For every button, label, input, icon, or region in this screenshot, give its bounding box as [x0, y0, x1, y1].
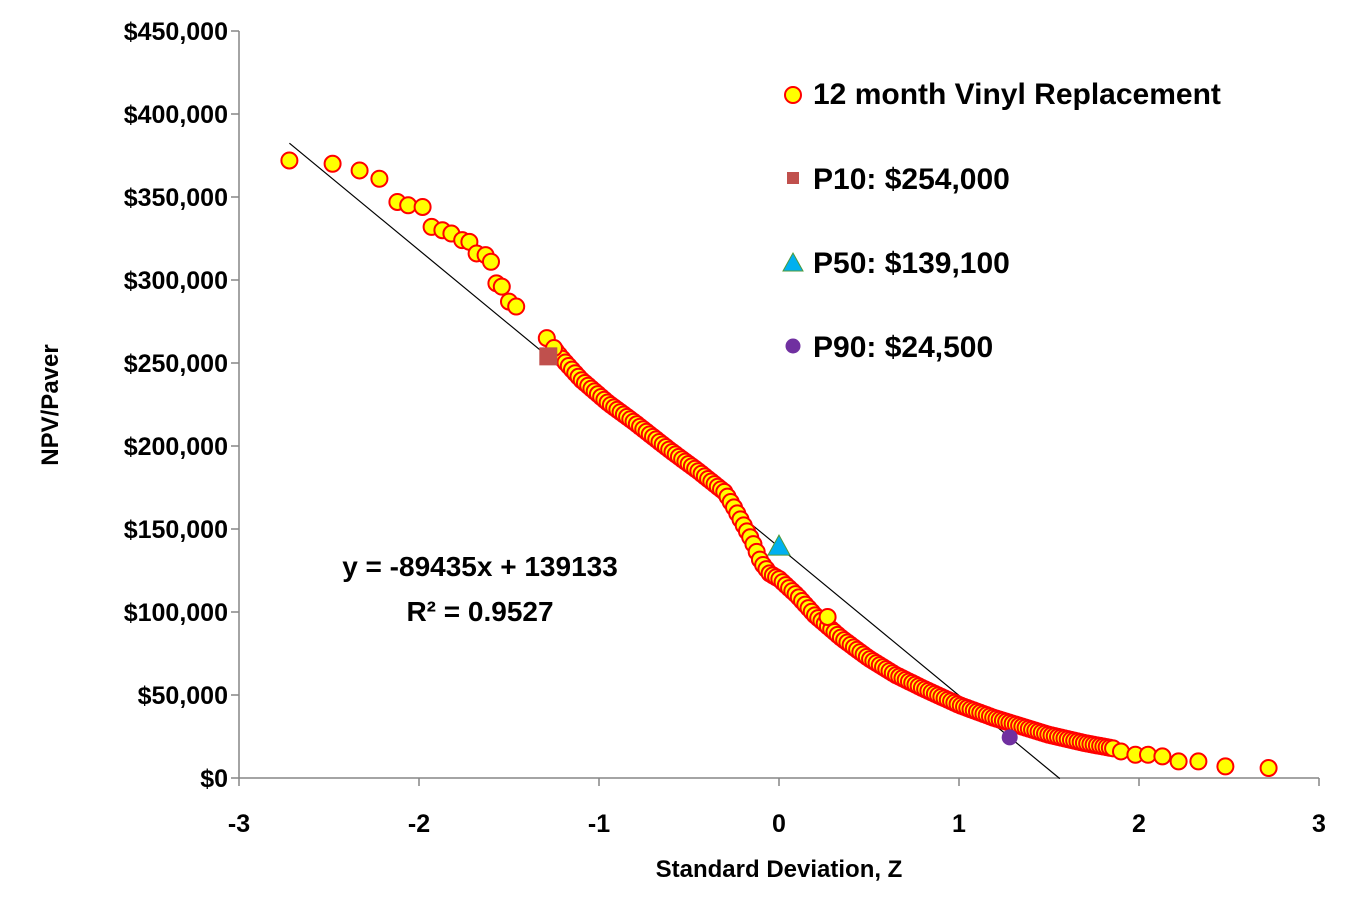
x-tick-label: 3: [1312, 810, 1326, 838]
data-point: [507, 297, 526, 316]
x-axis-ticks: -3 -2 -1 0 1 2 3: [228, 778, 1326, 838]
legend-item-vinyl: 12 month Vinyl Replacement: [784, 78, 1221, 111]
y-axis-ticks: $0 $50,000 $100,000 $150,000 $200,000 $250,00…: [124, 18, 239, 793]
y-tick-label: $350,000: [124, 184, 228, 212]
y-tick-label: $150,000: [124, 516, 228, 544]
legend-square-marker: [787, 172, 799, 184]
data-point: [1153, 747, 1172, 766]
legend-label-p50: P50: $139,100: [813, 247, 1010, 280]
trendline-equation: y = -89435x + 139133: [342, 551, 618, 582]
x-tick-label: -2: [408, 810, 430, 838]
percentile-markers: [539, 347, 1018, 746]
data-point: [350, 161, 369, 180]
legend-circle-marker: [784, 86, 802, 104]
data-point: [482, 252, 500, 271]
x-axis-title: Standard Deviation, Z: [656, 856, 903, 883]
legend-label-p90: P90: $24,500: [813, 331, 993, 364]
data-point: [1189, 752, 1208, 771]
x-tick-label: -3: [228, 810, 250, 838]
y-axis-title: NPV/Paver: [37, 344, 64, 465]
data-point: [1112, 742, 1130, 761]
legend-purple-marker: [785, 338, 801, 354]
y-tick-label: $250,000: [124, 350, 228, 378]
x-tick-label: 0: [772, 810, 786, 838]
p50-marker: [767, 534, 791, 556]
legend: 12 month Vinyl Replacement P10: $254,000…: [782, 78, 1221, 364]
trendline-r2: R² = 0.9527: [406, 596, 553, 627]
p90-marker: [1001, 729, 1018, 746]
plot-area: $0 $50,000 $100,000 $150,000 $200,000 $250,00…: [124, 18, 1326, 838]
data-point: [370, 169, 389, 188]
legend-label-p10: P10: $254,000: [813, 163, 1010, 196]
data-points: [280, 151, 1278, 778]
data-point: [1216, 757, 1235, 776]
data-point: [818, 607, 837, 626]
x-tick-label: 2: [1132, 810, 1146, 838]
data-point: [323, 154, 342, 173]
legend-item-p90: P90: $24,500: [785, 331, 993, 364]
y-tick-label: $300,000: [124, 267, 228, 295]
data-point: [1259, 759, 1278, 778]
y-tick-label: $400,000: [124, 101, 228, 129]
data-point: [280, 151, 299, 170]
legend-label-vinyl: 12 month Vinyl Replacement: [813, 78, 1221, 111]
y-tick-label: $200,000: [124, 433, 228, 461]
legend-item-p10: P10: $254,000: [787, 163, 1010, 196]
data-point: [1169, 752, 1188, 771]
data-point: [413, 197, 432, 216]
p10-marker: [539, 347, 558, 366]
y-tick-label: $100,000: [124, 599, 228, 627]
y-tick-label: $0: [200, 765, 228, 793]
legend-triangle-marker: [782, 251, 804, 272]
y-tick-label: $50,000: [138, 682, 228, 710]
legend-item-p50: P50: $139,100: [782, 247, 1010, 280]
data-point: [492, 277, 511, 296]
y-tick-label: $450,000: [124, 18, 228, 46]
x-tick-label: -1: [588, 810, 610, 838]
x-tick-label: 1: [952, 810, 966, 838]
